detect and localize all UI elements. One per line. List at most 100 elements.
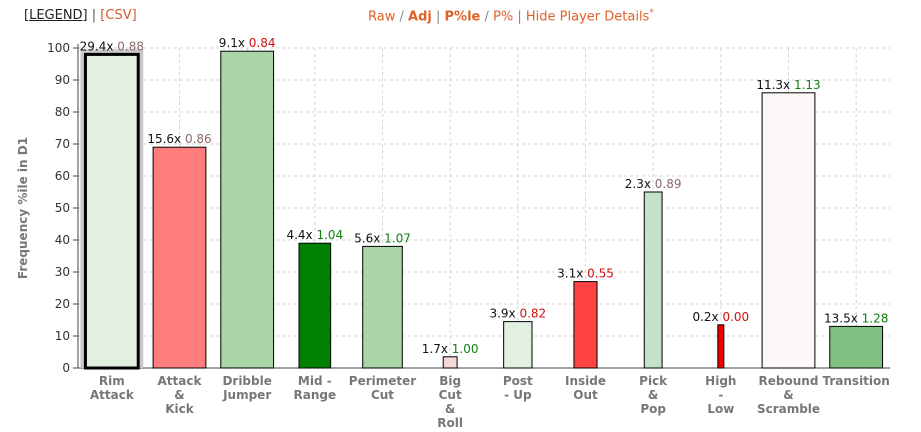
- bar: [83, 52, 140, 370]
- frequency-label: 4.4x: [286, 228, 316, 242]
- category-label: Kick: [165, 402, 195, 416]
- bar-value-label: 11.3x 1.13: [756, 78, 820, 92]
- play-type-bar-chart: 0 10 20 30 40 50 60 70 80 90 100 Frequency %ile in …: [16, 36, 890, 430]
- hide-player-details-link[interactable]: Hide Player Details: [525, 9, 650, 25]
- frequency-label: 15.6x: [147, 132, 185, 146]
- y-tick-label: 40: [55, 233, 70, 247]
- category-label: Pop: [640, 402, 666, 416]
- y-tick-label: 100: [47, 41, 70, 55]
- y-tick-label: 20: [55, 297, 70, 311]
- legend-link[interactable]: [LEGEND]: [24, 8, 88, 23]
- efficiency-label: 1.28: [862, 311, 889, 325]
- frequency-label: 3.1x: [557, 267, 587, 281]
- category-label: - Up: [504, 388, 532, 402]
- mode-separator: /: [399, 9, 404, 25]
- pctile-link[interactable]: P%le: [444, 9, 481, 25]
- bar: [442, 356, 458, 369]
- bar-value-label: 9.1x 0.84: [219, 36, 276, 50]
- bar-value-label: 5.6x 1.07: [354, 231, 411, 245]
- bar: [152, 146, 207, 369]
- bar: [573, 281, 598, 369]
- frequency-label: 11.3x: [756, 78, 794, 92]
- link-divider: |: [91, 8, 97, 23]
- bar-value-label: 13.5x 1.28: [824, 311, 888, 325]
- category-label: Rim: [99, 374, 125, 388]
- bar-value-label: 29.4x 0.88: [80, 39, 144, 53]
- category-label: Low: [707, 402, 734, 416]
- bar: [298, 242, 332, 369]
- legend-csv-links: [LEGEND] | [CSV]: [24, 8, 137, 23]
- category-label: -: [718, 388, 723, 402]
- y-tick-label: 10: [55, 329, 70, 343]
- adj-link[interactable]: Adj: [408, 9, 432, 25]
- mode-separator: /: [484, 9, 489, 25]
- category-label: Perimeter: [349, 374, 416, 388]
- chart-toolbar: [LEGEND] | [CSV] Raw / Adj | P%le / P% |…: [0, 6, 921, 26]
- efficiency-label: 0.00: [722, 310, 749, 324]
- bar: [717, 324, 725, 369]
- frequency-label: 5.6x: [354, 231, 384, 245]
- category-label: High: [705, 374, 736, 388]
- efficiency-label: 0.55: [587, 267, 614, 281]
- divider-1: |: [436, 9, 441, 25]
- category-label: Attack: [158, 374, 203, 388]
- bar: [220, 50, 275, 369]
- efficiency-label: 1.00: [452, 342, 479, 356]
- category-label: Big: [439, 374, 461, 388]
- category-label: Inside: [565, 374, 606, 388]
- category-label: Pick: [639, 374, 668, 388]
- category-label: Cut: [371, 388, 394, 402]
- efficiency-label: 0.88: [117, 39, 144, 53]
- bar-value-label: 0.2x 0.00: [692, 310, 749, 324]
- y-tick-label: 60: [55, 169, 70, 183]
- y-tick-label: 70: [55, 137, 70, 151]
- y-tick-label: 80: [55, 105, 70, 119]
- category-label: Out: [573, 388, 598, 402]
- frequency-label: 2.3x: [625, 177, 655, 191]
- category-label: Range: [294, 388, 337, 402]
- bar-value-label: 3.9x 0.82: [489, 307, 546, 321]
- pct-link[interactable]: P%: [493, 9, 514, 25]
- bar: [829, 325, 884, 369]
- efficiency-label: 1.04: [316, 228, 343, 242]
- category-label: Scramble: [757, 402, 820, 416]
- category-label: &: [174, 388, 184, 402]
- category-label: Jumper: [222, 388, 271, 402]
- category-label: Cut: [439, 388, 462, 402]
- bar-value-label: 2.3x 0.89: [625, 177, 682, 191]
- category-label: Dribble: [222, 374, 271, 388]
- efficiency-label: 1.07: [384, 231, 411, 245]
- csv-link[interactable]: [CSV]: [100, 8, 137, 23]
- category-label: Roll: [437, 416, 463, 430]
- efficiency-label: 1.13: [794, 78, 821, 92]
- y-tick-label: 90: [55, 73, 70, 87]
- category-label: Mid -: [298, 374, 332, 388]
- bar-value-label: 1.7x 1.00: [422, 342, 479, 356]
- bar: [362, 245, 403, 369]
- frequency-label: 3.9x: [489, 307, 519, 321]
- bar: [761, 92, 816, 369]
- divider-2: |: [517, 9, 522, 25]
- efficiency-label: 0.82: [519, 307, 546, 321]
- category-label: &: [445, 402, 455, 416]
- raw-link[interactable]: Raw: [368, 9, 396, 25]
- category-label: Transition: [823, 374, 890, 388]
- frequency-label: 1.7x: [422, 342, 452, 356]
- category-label: &: [783, 388, 793, 402]
- bar-value-label: 3.1x 0.55: [557, 267, 614, 281]
- asterisk-note: *: [649, 8, 654, 18]
- efficiency-label: 0.84: [249, 36, 276, 50]
- y-tick-label: 0: [62, 361, 70, 375]
- y-tick-label: 30: [55, 265, 70, 279]
- bar-value-label: 15.6x 0.86: [147, 132, 211, 146]
- bar: [503, 321, 533, 369]
- category-label: Rebound: [759, 374, 819, 388]
- efficiency-label: 0.86: [185, 132, 212, 146]
- frequency-label: 0.2x: [692, 310, 722, 324]
- bar: [643, 191, 663, 369]
- bar-value-label: 4.4x 1.04: [286, 228, 343, 242]
- y-axis-label: Frequency %ile in D1: [16, 137, 30, 279]
- category-label: Post: [503, 374, 533, 388]
- category-label: &: [648, 388, 658, 402]
- display-mode-links: Raw / Adj | P%le / P% | Hide Player Deta…: [368, 8, 654, 24]
